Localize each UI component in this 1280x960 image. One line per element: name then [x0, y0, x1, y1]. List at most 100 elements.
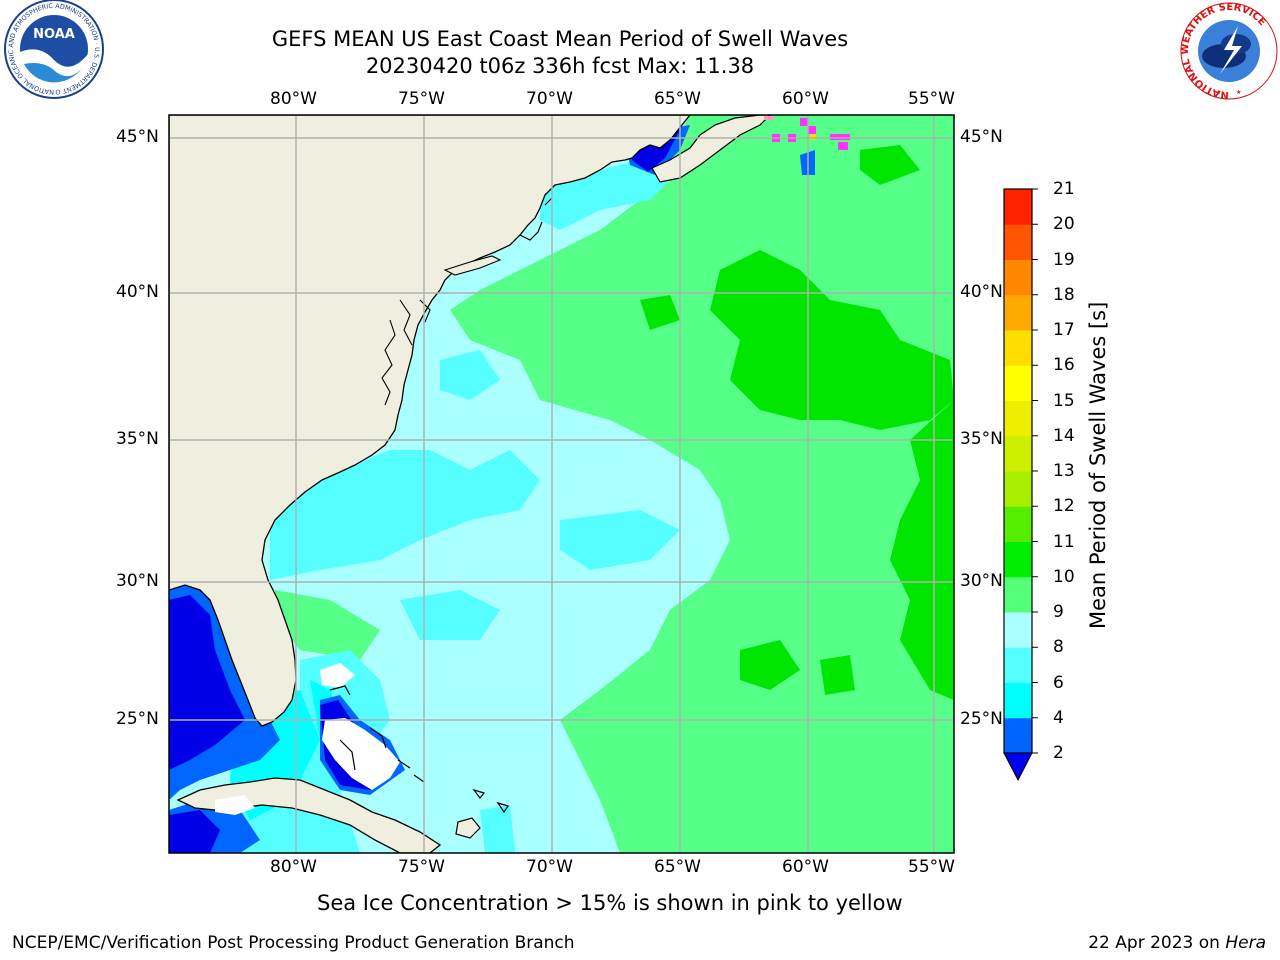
- colorbar-label: 4: [1053, 707, 1064, 728]
- colorbar-swatch: [1004, 717, 1032, 754]
- colorbar-swatch: [1004, 612, 1032, 648]
- lat-label-left: 25°N: [116, 709, 159, 729]
- swell-patch-10-11s: [820, 655, 855, 695]
- swell-patch-9-10s: [275, 590, 380, 660]
- colorbar: [1003, 188, 1038, 782]
- svg-text:★: ★: [1216, 89, 1221, 96]
- island-outline: [472, 788, 486, 799]
- lon-label-top: 55°W: [908, 89, 955, 109]
- colorbar-swatch: [1004, 259, 1032, 296]
- lon-label-top: 70°W: [526, 89, 573, 109]
- sea-ice-pixel: [764, 116, 774, 120]
- colorbar-label: 8: [1053, 637, 1064, 658]
- north-america-land: [169, 115, 691, 727]
- colorbar-label: 20: [1053, 214, 1075, 235]
- colorbar-label: 12: [1053, 496, 1075, 517]
- swell-region-10-11s: [890, 400, 954, 700]
- colorbar-label: 11: [1053, 531, 1075, 552]
- lat-label-left: 35°N: [116, 429, 159, 449]
- bahamas-islands: [329, 685, 425, 783]
- colorbar-swatch: [1004, 400, 1032, 437]
- bahamas-bank-nodata: [322, 718, 400, 790]
- swell-patch-6-8s: [440, 350, 500, 400]
- colorbar-swatch: [1004, 330, 1032, 366]
- swell-patch-10-11s: [860, 145, 920, 185]
- colorbar-swatch: [1004, 294, 1032, 331]
- colorbar-label: 21: [1053, 179, 1075, 199]
- swell-region-10-11s: [710, 250, 954, 430]
- bahamas-bank-nodata: [320, 663, 355, 688]
- lat-label-left: 45°N: [116, 127, 159, 147]
- map-title: GEFS MEAN US East Coast Mean Period of S…: [271, 27, 849, 51]
- sea-ice-note: Sea Ice Concentration > 15% is shown in …: [317, 891, 903, 915]
- lon-label-bottom: 60°W: [782, 857, 829, 877]
- colorbar-under-triangle: [1003, 752, 1033, 782]
- colorbar-title: Mean Period of Swell Waves [s]: [1086, 301, 1110, 629]
- graticule: [169, 115, 954, 853]
- swell-patch-10-11s: [640, 295, 680, 330]
- hispaniola-land: [455, 817, 481, 839]
- sea-ice-pixel: [800, 118, 808, 126]
- colorbar-swatch: [1004, 365, 1032, 401]
- swell-region-under-2s: [169, 810, 220, 853]
- noaa-logo: NATIONAL OCEANIC AND ATMOSPHERIC ADMINIS…: [0, 0, 104, 99]
- lat-label-right: 30°N: [960, 571, 1003, 591]
- colorbar-swatch: [1004, 506, 1032, 542]
- colorbar-label: 17: [1053, 320, 1075, 340]
- lon-label-top: 65°W: [654, 89, 701, 109]
- sea-ice-pixel: [808, 126, 816, 134]
- colorbar-swatch: [1004, 189, 1032, 225]
- cape-cod: [519, 197, 553, 241]
- footer-date: 22 Apr 2023 on Hera: [1088, 933, 1266, 953]
- cuba-coastal-nodata: [215, 795, 255, 815]
- svg-text:★: ★: [1236, 89, 1241, 96]
- colorbar-swatch: [1004, 435, 1032, 472]
- nova-scotia-land: [651, 115, 771, 183]
- colorbar-label: 9: [1053, 602, 1064, 622]
- colorbar-label: 10: [1053, 566, 1075, 587]
- lat-label-right: 25°N: [960, 709, 1003, 729]
- swell-patch-6-8s: [270, 450, 540, 580]
- swell-patch-6-8s: [480, 805, 515, 853]
- colorbar-label: 6: [1053, 672, 1064, 693]
- footer-credit: NCEP/EMC/Verification Post Processing Pr…: [12, 933, 575, 953]
- sea-ice-pixel: [830, 134, 850, 140]
- lat-label-left: 30°N: [116, 571, 159, 591]
- swell-patch-6-8s: [560, 510, 680, 570]
- nws-logo: NATIONAL WEATHER SERVICE ★ ★: [1180, 2, 1278, 100]
- lon-label-bottom: 75°W: [398, 857, 445, 877]
- island-outline: [496, 801, 509, 814]
- footer-date-text: 22 Apr 2023 on: [1088, 933, 1220, 953]
- colorbar-label: 2: [1053, 743, 1064, 763]
- noaa-logo-text: NOAA: [33, 27, 75, 42]
- colorbar-swatch: [1004, 576, 1032, 613]
- colorbar-label: 14: [1053, 425, 1075, 446]
- footer-machine: Hera: [1225, 933, 1266, 953]
- lon-label-bottom: 55°W: [908, 857, 955, 877]
- colorbar-label: 16: [1053, 355, 1075, 376]
- colorbar-swatch: [1004, 647, 1032, 683]
- sea-ice-pixel: [810, 134, 816, 140]
- map-subtitle: 20230420 t06z 336h fcst Max: 11.38: [365, 54, 755, 78]
- colorbar-label: 18: [1053, 284, 1075, 305]
- swell-patch-6-8s: [400, 590, 500, 640]
- colorbar-label: 19: [1053, 249, 1075, 270]
- swell-region-under-2s: [169, 595, 245, 770]
- lat-label-right: 45°N: [960, 127, 1003, 147]
- map-panel: [169, 115, 954, 853]
- colorbar-label: 15: [1053, 390, 1075, 411]
- map-frame: [168, 114, 955, 854]
- colorbar-swatch: [1004, 471, 1032, 507]
- lon-label-bottom: 65°W: [654, 857, 701, 877]
- colorbar-label: 13: [1053, 461, 1075, 481]
- lon-label-top: 60°W: [782, 89, 829, 109]
- colorbar-swatch: [1004, 541, 1032, 578]
- lat-label-left: 40°N: [116, 282, 159, 302]
- sea-ice-pixel: [838, 142, 848, 150]
- lon-label-bottom: 80°W: [270, 857, 317, 877]
- lon-label-bottom: 70°W: [526, 857, 573, 877]
- swell-patch-10-11s: [740, 640, 800, 690]
- lon-label-top: 75°W: [398, 89, 445, 109]
- colorbar-swatch: [1004, 682, 1032, 719]
